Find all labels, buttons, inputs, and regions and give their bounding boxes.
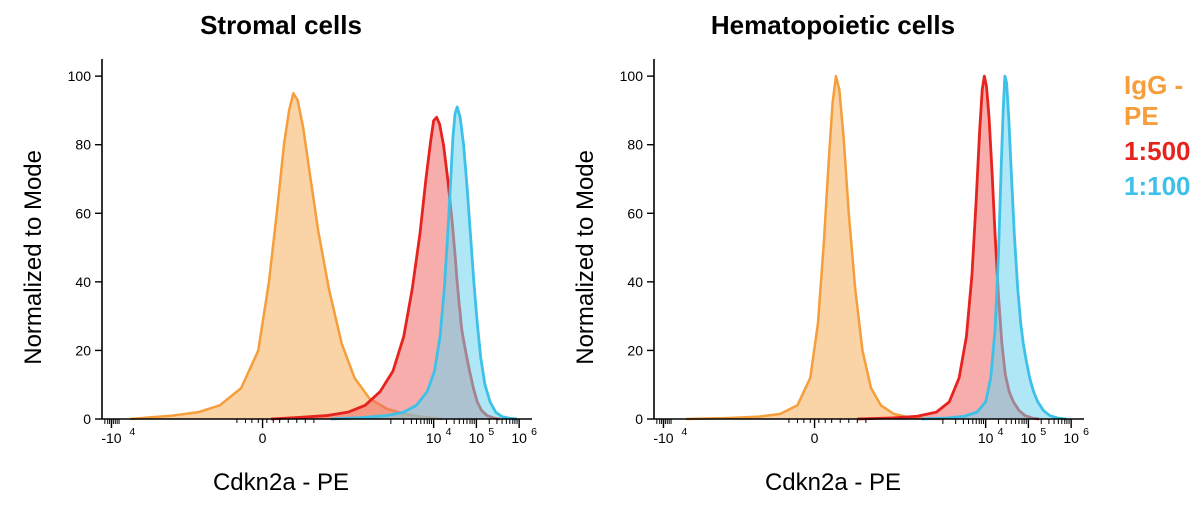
figure-container: Stromal cells Normalized to Mode 0204060… — [0, 0, 1204, 497]
svg-text:6: 6 — [531, 426, 537, 438]
svg-text:0: 0 — [811, 430, 819, 446]
svg-text:10: 10 — [978, 430, 994, 446]
svg-text:100: 100 — [68, 68, 92, 84]
svg-text:100: 100 — [620, 68, 644, 84]
chart-row-hematopoietic: Normalized to Mode 020406080100-10401041… — [572, 49, 1094, 465]
svg-text:5: 5 — [488, 426, 494, 438]
xlabel-hematopoietic: Cdkn2a - PE — [765, 469, 901, 497]
svg-text:40: 40 — [627, 274, 643, 290]
svg-text:10: 10 — [1063, 430, 1079, 446]
svg-text:0: 0 — [83, 411, 91, 427]
svg-text:0: 0 — [259, 430, 267, 446]
chart-hematopoietic: 020406080100-1040104105106 — [606, 49, 1094, 465]
legend: IgG - PE 1:500 1:100 — [1124, 70, 1204, 202]
svg-text:-10: -10 — [101, 430, 121, 446]
ylabel-stromal: Normalized to Mode — [20, 150, 48, 365]
svg-text:4: 4 — [446, 426, 452, 438]
svg-text:4: 4 — [998, 426, 1004, 438]
svg-text:4: 4 — [129, 426, 135, 438]
svg-text:20: 20 — [75, 342, 91, 358]
svg-text:-10: -10 — [653, 430, 673, 446]
svg-text:0: 0 — [635, 411, 643, 427]
legend-item-1-500: 1:500 — [1124, 136, 1204, 167]
legend-item-1-100: 1:100 — [1124, 171, 1204, 202]
panel-hematopoietic: Hematopoietic cells Normalized to Mode 0… — [572, 10, 1094, 497]
svg-text:60: 60 — [75, 205, 91, 221]
svg-text:80: 80 — [627, 137, 643, 153]
svg-text:40: 40 — [75, 274, 91, 290]
svg-text:10: 10 — [469, 430, 485, 446]
panel-stromal: Stromal cells Normalized to Mode 0204060… — [20, 10, 542, 497]
panel-title-hematopoietic: Hematopoietic cells — [711, 10, 955, 41]
svg-text:10: 10 — [511, 430, 527, 446]
xlabel-stromal: Cdkn2a - PE — [213, 469, 349, 497]
svg-text:5: 5 — [1040, 426, 1046, 438]
chart-stromal: 020406080100-1040104105106 — [54, 49, 542, 465]
panel-title-stromal: Stromal cells — [200, 10, 362, 41]
svg-text:60: 60 — [627, 205, 643, 221]
chart-row-stromal: Normalized to Mode 020406080100-10401041… — [20, 49, 542, 465]
svg-text:10: 10 — [426, 430, 442, 446]
legend-item-igg: IgG - PE — [1124, 70, 1204, 132]
svg-text:20: 20 — [627, 342, 643, 358]
ylabel-hematopoietic: Normalized to Mode — [572, 150, 600, 365]
svg-text:80: 80 — [75, 137, 91, 153]
svg-text:6: 6 — [1083, 426, 1089, 438]
svg-text:10: 10 — [1021, 430, 1037, 446]
svg-text:4: 4 — [681, 426, 687, 438]
